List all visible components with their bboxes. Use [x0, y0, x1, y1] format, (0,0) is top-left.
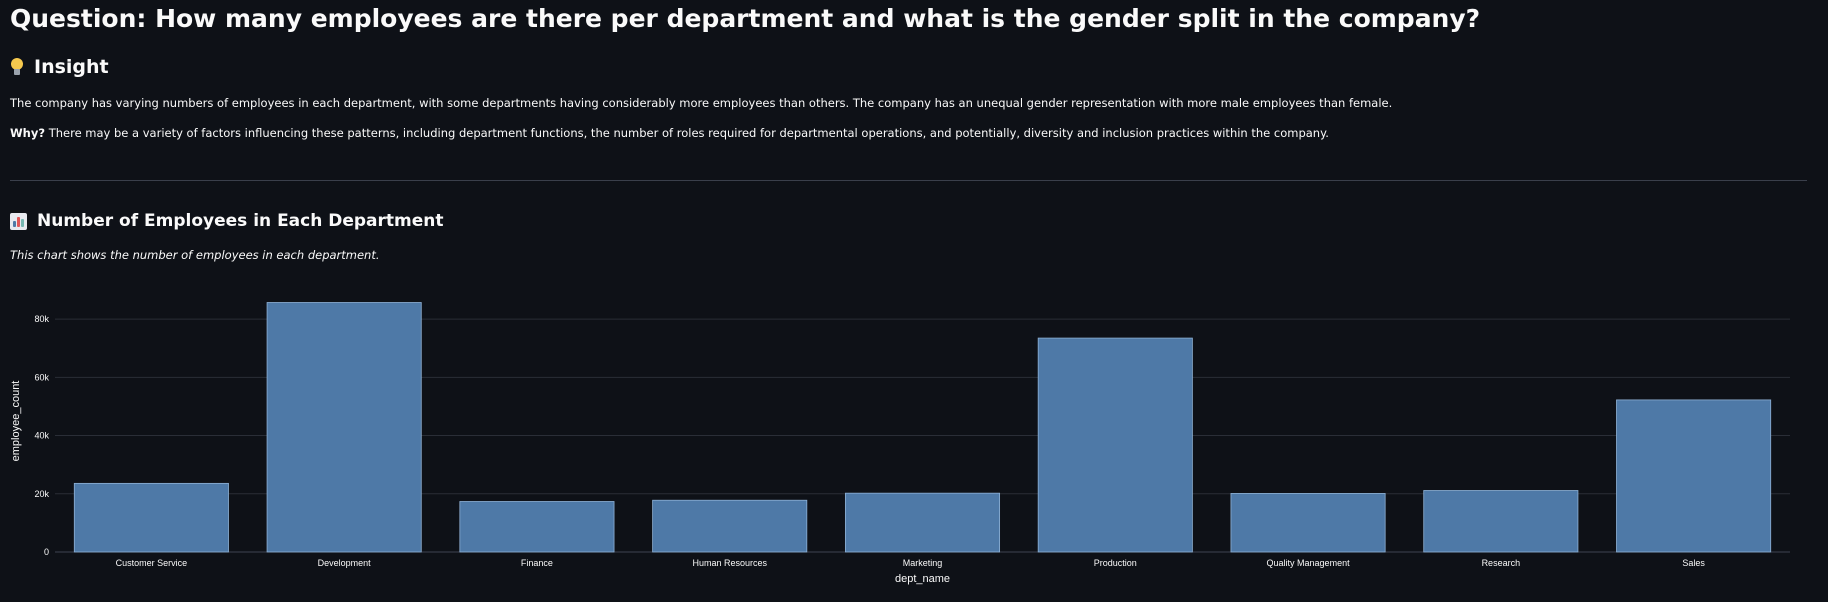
x-tick-label: Customer Service [116, 558, 188, 568]
insight-text: The company has varying numbers of emplo… [10, 96, 1393, 110]
y-tick-label: 0 [44, 547, 49, 557]
chart-section-title-label: Number of Employees in Each Department [37, 211, 444, 231]
y-tick-label: 40k [34, 431, 49, 441]
bar[interactable] [652, 499, 808, 553]
x-tick-label: Quality Management [1267, 558, 1351, 568]
page-title: Question: How many employees are there p… [10, 4, 1481, 33]
why-text: Why? There may be a variety of factors i… [10, 126, 1329, 140]
x-tick-label: Production [1094, 558, 1137, 568]
insight-heading: Insight [10, 56, 109, 78]
employee-count-bar-chart[interactable]: 0 20k 40k 60k 80k Customer Service Development… [0, 280, 1828, 602]
divider [10, 180, 1807, 181]
bar[interactable] [1037, 337, 1193, 553]
x-tick-label: Marketing [903, 558, 943, 568]
insight-heading-label: Insight [34, 56, 109, 78]
x-axis-title: dept_name [895, 573, 950, 585]
chart-section-title: Number of Employees in Each Department [10, 211, 444, 231]
y-tick-label: 80k [34, 314, 49, 324]
bar[interactable] [1616, 399, 1772, 553]
y-tick-label: 20k [34, 489, 49, 499]
bar[interactable] [266, 302, 422, 553]
bar[interactable] [459, 501, 615, 553]
bar[interactable] [1230, 493, 1386, 553]
bar[interactable] [73, 482, 229, 553]
x-tick-label: Finance [521, 558, 553, 568]
why-explanation: There may be a variety of factors influe… [45, 126, 1329, 140]
chart-subtitle: This chart shows the number of employees… [10, 248, 380, 262]
y-tick-label: 60k [34, 372, 49, 382]
x-tick-label: Development [318, 558, 372, 568]
bar[interactable] [844, 492, 1001, 553]
bar[interactable] [1423, 490, 1579, 553]
x-tick-label: Research [1482, 558, 1521, 568]
x-tick-label: Sales [1682, 558, 1705, 568]
lightbulb-icon [10, 58, 24, 76]
x-tick-label: Human Resources [692, 558, 767, 568]
why-label: Why? [10, 126, 46, 140]
bar-chart-icon [10, 212, 27, 230]
y-axis-title: employee_count [10, 381, 22, 462]
